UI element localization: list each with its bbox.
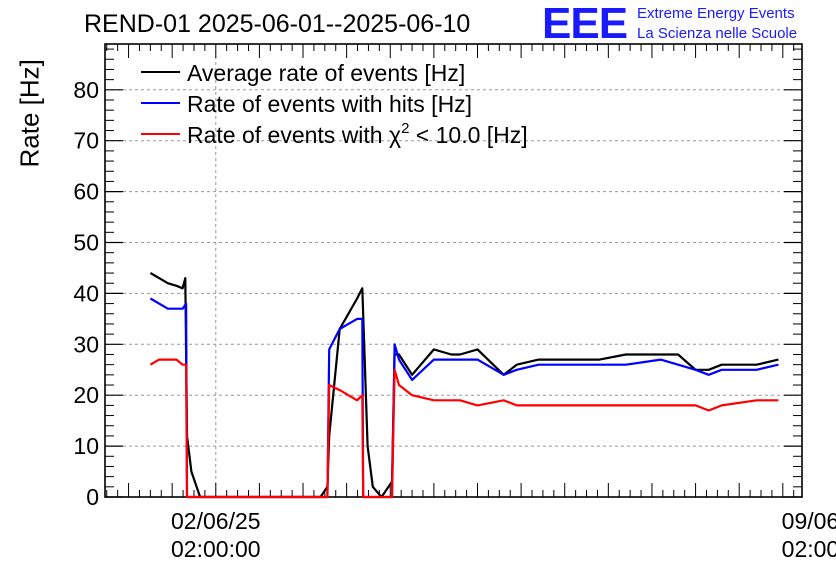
- y-tick-label: 10: [73, 433, 99, 459]
- tick-layer: 0102030405060708002/06/2502:00:0009/06/2…: [73, 44, 836, 562]
- y-tick-label: 0: [86, 484, 99, 510]
- y-tick-label: 30: [73, 331, 99, 357]
- plot-frame: [104, 43, 803, 498]
- logo-line-1: Extreme Energy Events: [637, 5, 795, 22]
- x-tick-label-time: 02:00:00: [782, 536, 836, 562]
- y-tick-label: 50: [73, 230, 99, 256]
- x-tick-label-date: 09/06/25: [782, 508, 836, 534]
- series-layer: [149, 272, 779, 499]
- y-axis-label: Rate [Hz]: [14, 59, 45, 168]
- grid-layer: [105, 44, 802, 497]
- chart-title: REND-01 2025-06-01--2025-06-10: [84, 10, 471, 38]
- legend-label-2: Rate of events with χ2 < 10.0 [Hz]: [187, 120, 528, 148]
- series-line-0: [149, 272, 779, 499]
- eee-logo: EEE: [542, 0, 628, 48]
- logo-line-2: La Scienza nelle Scuole: [637, 25, 798, 42]
- y-tick-label: 70: [73, 128, 99, 154]
- series-line-1: [149, 297, 779, 499]
- legend-label-1: Rate of events with hits [Hz]: [187, 91, 472, 117]
- y-tick-label: 60: [73, 179, 99, 205]
- x-tick-label-time: 02:00:00: [171, 536, 261, 562]
- series-line-2: [149, 358, 779, 499]
- legend-label-0: Average rate of events [Hz]: [187, 60, 465, 86]
- x-tick-label-date: 02/06/25: [171, 508, 261, 534]
- legend: Average rate of events [Hz] Rate of event…: [141, 60, 528, 148]
- y-tick-label: 80: [73, 77, 99, 103]
- y-tick-label: 20: [73, 382, 99, 408]
- y-tick-label: 40: [73, 280, 99, 306]
